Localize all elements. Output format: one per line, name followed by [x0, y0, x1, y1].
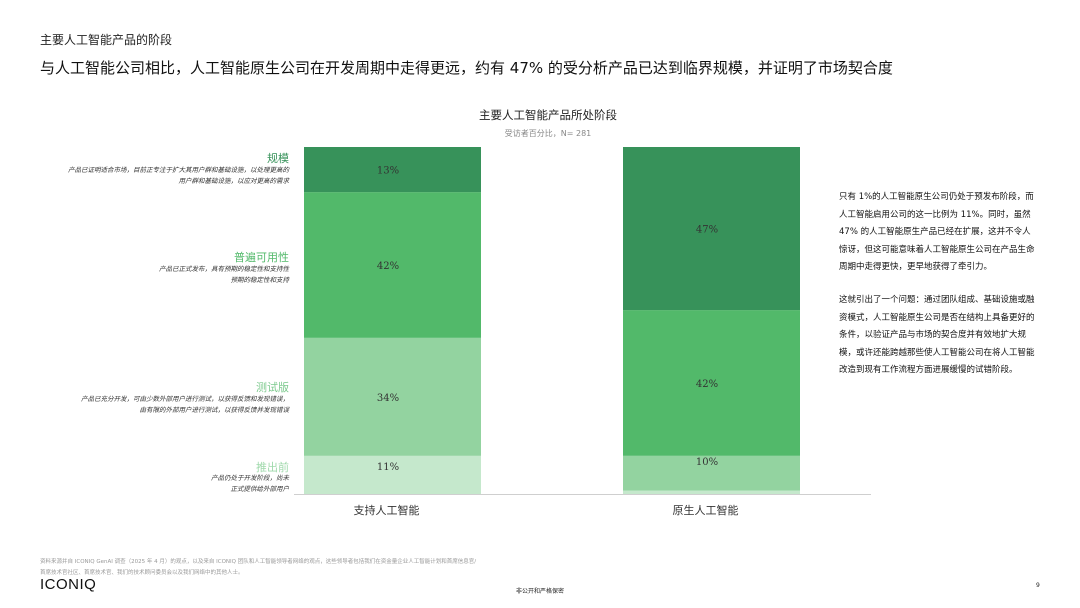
bar-segment-0-0	[304, 455, 481, 494]
side-commentary-paragraph-2: 这就引出了一个问题：通过团队组成、基础设施或融资模式，人工智能原生公司是否在结构…	[839, 294, 1035, 376]
legend-ga-desc-line-2: 预期的稳定性和支持	[230, 276, 290, 284]
legend-beta-name: 测试版	[256, 381, 289, 394]
page-number: 9	[1036, 582, 1040, 589]
source-note: 资料来源并自 ICONIQ GenAI 调查（2025 年 4 月）的观点，以及…	[40, 559, 477, 576]
side-commentary: 只有 1%的人工智能原生公司仍处于预发布阶段，而人工智能启用公司的这一比例为 1…	[839, 189, 1039, 395]
chart-title: 主要人工智能产品所处阶段	[479, 108, 617, 122]
data-label-1-1: 10%	[696, 457, 718, 468]
data-label-0-3: 13%	[377, 166, 399, 177]
legend-prelaunch-name: 推出前	[256, 461, 289, 474]
bar-segment-1-1	[623, 455, 800, 491]
side-commentary-paragraph-1: 只有 1%的人工智能原生公司仍处于预发布阶段，而人工智能启用公司的这一比例为 1…	[839, 192, 1035, 273]
bar-segment-1-2	[623, 310, 800, 456]
confidentiality-label: 非公开和严格保密	[515, 588, 564, 595]
x-tick-label-1: 原生人工智能	[673, 503, 739, 517]
bar-segment-1-0	[623, 490, 800, 494]
data-label-1-3: 47%	[696, 225, 718, 236]
data-label-1-2: 42%	[696, 379, 718, 390]
legend-beta-desc-line-2: 由有限的外部用户进行测试，以获得反馈并发现错误	[139, 406, 290, 414]
iconiq-logo: ICONIQ	[40, 576, 97, 593]
chart-subtitle: 受访者百分比，N= 281	[504, 129, 592, 138]
data-label-0-2: 42%	[377, 261, 399, 272]
bar-segment-1-3	[623, 147, 800, 311]
legend-beta-desc: 产品已充分开发，可由少数外部用户进行测试，以获得反馈和发现错误， 由有限的外部用…	[29, 394, 289, 416]
legend-scale-desc-line-1: 产品已证明适合市场，目前正专注于扩大其用户群和基础设施，以处理更高的	[68, 166, 289, 174]
legend-ga-desc: 产品已正式发布，具有预期的稳定性和支持性 预期的稳定性和支持	[29, 264, 289, 286]
legend-scale-desc: 产品已证明适合市场，目前正专注于扩大其用户群和基础设施，以处理更高的 用户群和基…	[29, 165, 289, 187]
x-tick-label-0: 支持人工智能	[354, 503, 420, 517]
data-label-0-0: 11%	[377, 462, 399, 473]
legend-scale-name: 规模	[267, 152, 289, 165]
data-label-0-1: 34%	[377, 393, 399, 404]
legend-beta-desc-line-1: 产品已充分开发，可由少数外部用户进行测试，以获得反馈和发现错误，	[81, 395, 289, 403]
legend-scale-desc-line-2: 用户群和基础设施，以应对更高的需求	[178, 177, 290, 185]
legend-ga-desc-line-1: 产品已正式发布，具有预期的稳定性和支持性	[159, 265, 289, 273]
legend-prelaunch-desc-line-2: 正式提供给外部用户	[230, 485, 290, 493]
legend-prelaunch-desc-line-1: 产品仍处于开发阶段，尚未	[211, 474, 289, 482]
section-title: 主要人工智能产品的阶段	[40, 33, 173, 47]
legend-prelaunch-desc: 产品仍处于开发阶段，尚未 正式提供给外部用户	[29, 473, 289, 495]
headline: 与人工智能公司相比，人工智能原生公司在开发周期中走得更远，约有 47% 的受分析…	[40, 59, 893, 77]
legend-ga-name: 普遍可用性	[234, 251, 289, 264]
bar-segment-0-1	[304, 337, 481, 456]
bar-segment-0-2	[304, 192, 481, 338]
bar-segment-0-3	[304, 147, 481, 193]
